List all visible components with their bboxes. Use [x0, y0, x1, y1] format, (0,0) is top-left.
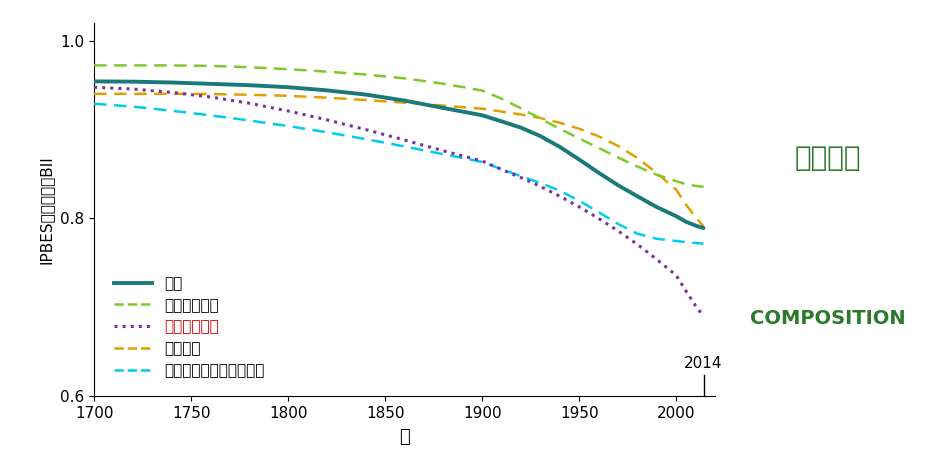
Text: 2014: 2014 [684, 356, 723, 371]
Y-axis label: IPBES地域区分別BII: IPBES地域区分別BII [39, 155, 54, 264]
X-axis label: 年: 年 [399, 428, 410, 445]
Text: COMPOSITION: COMPOSITION [750, 309, 906, 328]
Legend: 世界, 南北アメリカ, アジア太平洋, アフリカ, ヨーロッパ・中央アジア: 世界, 南北アメリカ, アジア太平洋, アフリカ, ヨーロッパ・中央アジア [108, 270, 271, 384]
Text: 🌿🦁🐘🦅: 🌿🦁🐘🦅 [795, 144, 861, 172]
